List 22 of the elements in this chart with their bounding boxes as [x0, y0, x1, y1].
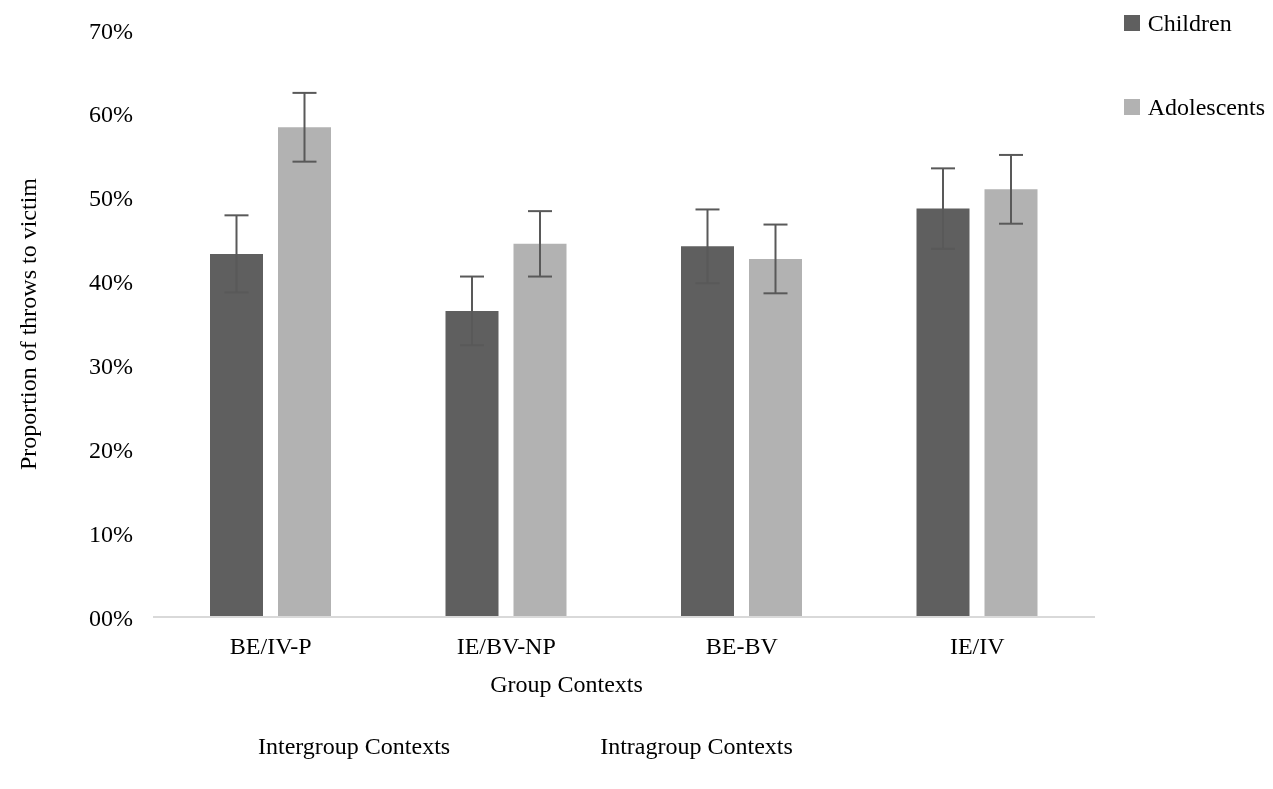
y-tick-label: 40%: [89, 269, 133, 296]
x-tick-label: IE/IV: [949, 633, 1006, 660]
bar: [749, 258, 802, 617]
y-tick-label: 60%: [89, 101, 133, 128]
y-axis-title: Proportion of throws to victim: [14, 177, 42, 470]
bar: [984, 189, 1038, 617]
x-tick-label: IE/BV-NP: [456, 633, 556, 660]
y-tick-label: 10%: [89, 520, 133, 547]
y-tick-label: 70%: [89, 17, 133, 44]
bar: [278, 127, 331, 617]
text: Intragroup Contexts: [600, 733, 793, 760]
y-tick-label: 50%: [89, 185, 133, 212]
bar: [513, 243, 567, 617]
x-axis-title: Group Contexts: [489, 671, 644, 698]
legend-label: Adolescents: [1147, 93, 1265, 121]
y-tick-label: 30%: [89, 352, 133, 379]
x-tick-label: BE/IV-P: [229, 633, 312, 660]
legend-label: Children: [1147, 9, 1232, 37]
text: Intergroup Contexts: [258, 733, 451, 760]
x-tick-label: BE-BV: [705, 633, 779, 660]
y-tick-label: 20%: [89, 436, 133, 463]
y-tick-label: 00%: [89, 604, 133, 631]
